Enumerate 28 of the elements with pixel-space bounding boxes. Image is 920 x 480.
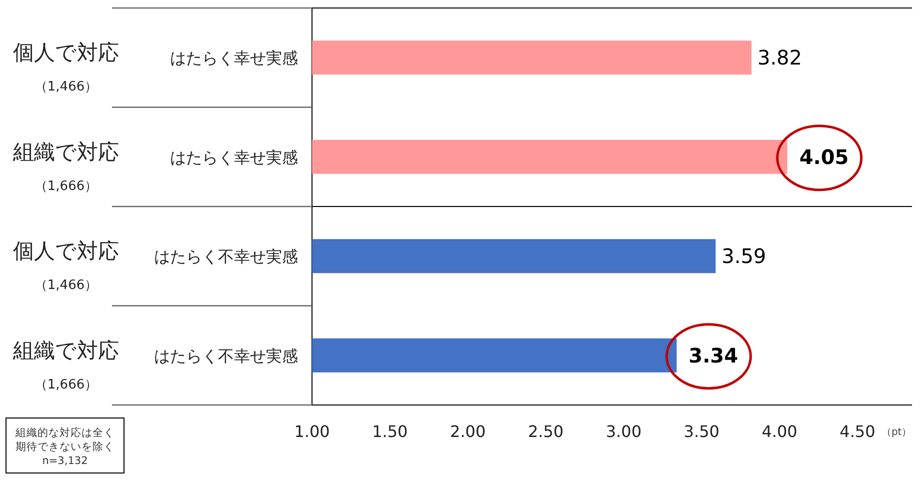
- data-label: 3.82: [757, 46, 802, 70]
- text: （1,666）: [34, 377, 98, 392]
- data-label: 3.34: [688, 343, 738, 368]
- text: （1,466）: [34, 278, 98, 294]
- text: （1,666）: [34, 178, 98, 194]
- text: 組織で対応: [12, 338, 119, 362]
- y-tick-label: はたらく不幸せ実感: [154, 247, 298, 266]
- x-tick-label: 1.50: [372, 422, 408, 441]
- x-tick-label: 3.00: [606, 422, 642, 441]
- y-tick-label: はたらく幸せ実感: [170, 48, 298, 68]
- data-label: 4.05: [799, 144, 849, 169]
- text: （1,466）: [34, 80, 98, 95]
- x-tick-label: 4.00: [762, 422, 798, 441]
- y-tick-label: はたらく幸せ実感: [170, 148, 298, 167]
- y-tick-label: はたらく不幸せ実感: [154, 346, 298, 366]
- x-axis-title: （pt）: [881, 427, 912, 438]
- x-tick-label: 3.50: [684, 422, 720, 441]
- data-label: 3.59: [722, 244, 766, 268]
- text: 個人で対応: [13, 40, 119, 65]
- x-tick-label: 2.50: [528, 422, 564, 441]
- x-tick-label: 1.00: [294, 422, 330, 441]
- x-tick-label: 2.00: [450, 422, 486, 441]
- text: 個人で対応: [13, 239, 119, 264]
- text: 組織で対応: [12, 140, 119, 164]
- x-tick-label: 4.50: [840, 422, 876, 441]
- text: n=3,132: [42, 455, 88, 467]
- text: 期待できないを除く: [16, 441, 114, 453]
- text: 組織的な対応は全く: [14, 426, 114, 439]
